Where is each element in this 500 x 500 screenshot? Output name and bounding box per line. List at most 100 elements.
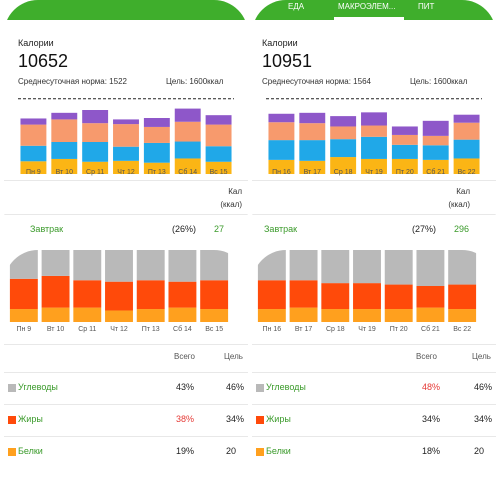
bar-segment[interactable] <box>143 162 170 174</box>
bar-segment[interactable] <box>113 124 139 147</box>
bar-segment[interactable] <box>51 112 78 120</box>
bar-segment[interactable] <box>391 126 418 135</box>
bar-segment[interactable] <box>416 307 445 322</box>
macro-name[interactable]: Жиры <box>266 414 291 424</box>
bar-segment[interactable] <box>205 124 232 147</box>
macro-name[interactable]: Белки <box>18 446 43 456</box>
bar-segment[interactable] <box>143 142 170 163</box>
bar-segment[interactable] <box>143 118 170 127</box>
bar-segment[interactable] <box>268 159 295 174</box>
macro-name[interactable]: Углеводы <box>18 382 58 392</box>
meal-breakfast-label[interactable]: Завтрак <box>30 224 64 234</box>
bar-segment[interactable] <box>82 142 109 162</box>
tab-nutrients[interactable]: ПИТ <box>418 2 435 11</box>
bar-segment[interactable] <box>321 309 350 322</box>
bar-segment[interactable] <box>20 161 47 174</box>
bar-segment[interactable] <box>330 157 357 174</box>
bar-segment[interactable] <box>174 108 201 122</box>
bar-segment[interactable] <box>361 125 387 137</box>
bar-segment[interactable] <box>268 140 295 160</box>
bar-segment[interactable] <box>299 112 326 124</box>
bar-segment[interactable] <box>205 146 232 162</box>
bar-segment[interactable] <box>384 284 413 310</box>
bar-segment[interactable] <box>205 161 232 174</box>
tab-macros[interactable]: МАКРОЭЛЕМ... <box>338 2 396 11</box>
bar-segment[interactable] <box>453 158 480 174</box>
bar-segment[interactable] <box>361 112 387 126</box>
bar-segment[interactable] <box>453 122 480 140</box>
bar-segment[interactable] <box>73 280 102 308</box>
bar-segment[interactable] <box>391 144 418 159</box>
bar-segment[interactable] <box>73 307 102 322</box>
bar-segment[interactable] <box>299 140 326 161</box>
bar-segment[interactable] <box>9 250 38 279</box>
bar-segment[interactable] <box>136 280 165 310</box>
bar-segment[interactable] <box>299 123 326 141</box>
calories-chart-week-1[interactable] <box>18 94 234 174</box>
bar-segment[interactable] <box>391 134 418 145</box>
bar-segment[interactable] <box>361 158 387 174</box>
bar-segment[interactable] <box>353 283 381 310</box>
bar-segment[interactable] <box>113 160 139 174</box>
bar-segment[interactable] <box>200 250 229 281</box>
bar-segment[interactable] <box>268 113 295 123</box>
bar-segment[interactable] <box>143 126 170 143</box>
bar-segment[interactable] <box>453 139 480 159</box>
bar-segment[interactable] <box>205 115 232 125</box>
bar-segment[interactable] <box>422 135 449 146</box>
bar-segment[interactable] <box>422 145 449 160</box>
bar-segment[interactable] <box>51 142 78 159</box>
meal-breakfast-label[interactable]: Завтрак <box>264 224 298 234</box>
bar-segment[interactable] <box>200 280 229 310</box>
bar-segment[interactable] <box>448 284 477 310</box>
bar-segment[interactable] <box>391 158 418 174</box>
bar-segment[interactable] <box>168 281 197 308</box>
bar-segment[interactable] <box>384 250 413 285</box>
bar-segment[interactable] <box>105 250 133 282</box>
bar-segment[interactable] <box>361 136 387 159</box>
bar-segment[interactable] <box>105 281 133 311</box>
bar-segment[interactable] <box>20 145 47 162</box>
bar-segment[interactable] <box>9 309 38 322</box>
bar-segment[interactable] <box>299 160 326 174</box>
bar-segment[interactable] <box>257 309 286 322</box>
bar-segment[interactable] <box>136 309 165 322</box>
bar-segment[interactable] <box>257 250 286 281</box>
bar-segment[interactable] <box>353 309 381 322</box>
tab-food[interactable]: ЕДА <box>288 2 305 11</box>
bar-segment[interactable] <box>321 283 350 310</box>
bar-segment[interactable] <box>174 158 201 174</box>
bar-segment[interactable] <box>168 307 197 322</box>
bar-segment[interactable] <box>321 250 350 284</box>
macro-name[interactable]: Жиры <box>18 414 43 424</box>
bar-segment[interactable] <box>168 250 197 282</box>
bar-segment[interactable] <box>41 275 70 308</box>
bar-segment[interactable] <box>257 280 286 310</box>
macro-name[interactable]: Углеводы <box>266 382 306 392</box>
bar-segment[interactable] <box>174 121 201 142</box>
bar-segment[interactable] <box>289 307 318 322</box>
bar-segment[interactable] <box>41 250 70 276</box>
bar-segment[interactable] <box>20 124 47 146</box>
bar-segment[interactable] <box>330 139 357 158</box>
bar-segment[interactable] <box>20 118 47 125</box>
bar-segment[interactable] <box>136 250 165 281</box>
bar-segment[interactable] <box>9 278 38 310</box>
bar-segment[interactable] <box>105 310 133 322</box>
bar-segment[interactable] <box>113 146 139 161</box>
macros-chart-week-2[interactable] <box>256 250 478 322</box>
bar-segment[interactable] <box>41 307 70 322</box>
bar-segment[interactable] <box>51 119 78 142</box>
bar-segment[interactable] <box>448 250 477 285</box>
bar-segment[interactable] <box>448 309 477 322</box>
bar-segment[interactable] <box>82 110 109 124</box>
bar-segment[interactable] <box>82 123 109 142</box>
bar-segment[interactable] <box>174 141 201 159</box>
bar-segment[interactable] <box>289 280 318 308</box>
bar-segment[interactable] <box>353 250 381 284</box>
bar-segment[interactable] <box>453 114 480 123</box>
macro-name[interactable]: Белки <box>266 446 291 456</box>
bar-segment[interactable] <box>113 119 139 125</box>
bar-segment[interactable] <box>289 250 318 281</box>
bar-segment[interactable] <box>330 126 357 140</box>
